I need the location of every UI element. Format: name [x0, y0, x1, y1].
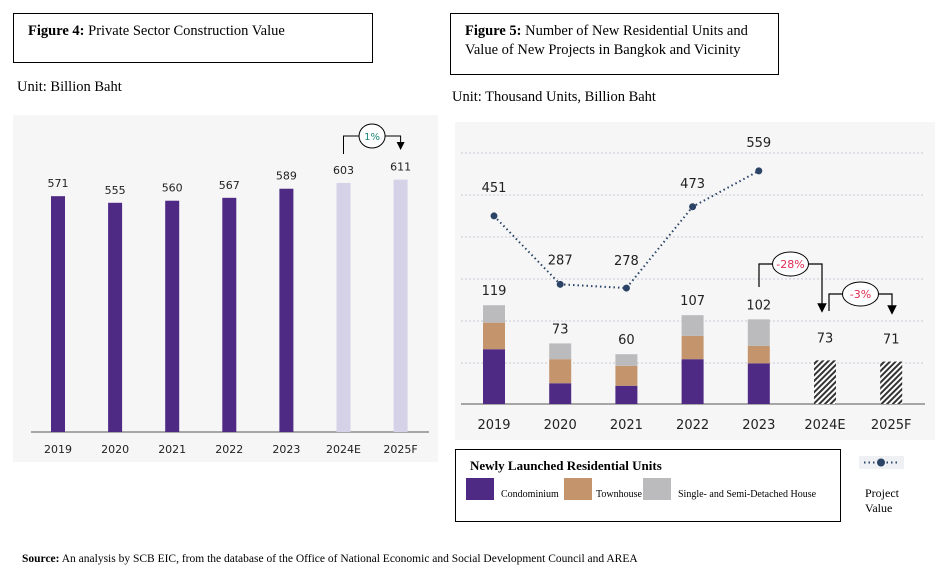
- tick-label-2025F: 2025F: [383, 443, 417, 456]
- project-value-point-2020: [556, 280, 564, 288]
- tick-label-2021: 2021: [158, 443, 186, 456]
- bar-segment-2020-0: [549, 383, 572, 404]
- project-value-line1: Project: [865, 486, 899, 500]
- data-label-2022: 567: [219, 179, 240, 192]
- forecast-bar-2024E: [814, 360, 836, 404]
- project-value-point-2022: [689, 203, 697, 211]
- change-circle-0: [772, 251, 809, 277]
- figure4-title: Private Sector Construction Value: [88, 23, 285, 39]
- total-label-2022: 107: [680, 294, 705, 309]
- tick-label-2023: 2023: [272, 443, 300, 456]
- bar-segment-2022-2: [681, 315, 704, 336]
- tick-label-2025F: 2025F: [871, 418, 912, 433]
- total-label-2019: 119: [482, 284, 507, 299]
- bar-segment-2019-2: [483, 305, 505, 323]
- project-value-label-2023: 559: [746, 136, 771, 151]
- tick-label-2021: 2021: [610, 418, 643, 433]
- data-label-2021: 560: [162, 182, 183, 195]
- project-value-legend-label: Project Value: [865, 486, 899, 516]
- data-label-2019: 571: [48, 177, 69, 190]
- legend-swatch-single: [643, 478, 671, 500]
- project-value-line: [493, 170, 760, 290]
- figure5-title-box: Figure 5: Number of New Residential Unit…: [450, 13, 779, 75]
- project-value-point-2019: [490, 212, 498, 220]
- legend-title: Newly Launched Residential Units: [470, 458, 662, 473]
- total-label-2025F: 71: [883, 333, 900, 348]
- bar-segment-2021-2: [615, 354, 638, 366]
- bar-segment-2019-1: [483, 322, 505, 350]
- figure4-label: Figure 4:: [28, 23, 85, 39]
- project-value-point-2021: [622, 284, 630, 292]
- bar-2022: [222, 197, 237, 432]
- total-label-2020: 73: [552, 322, 569, 337]
- figure5-label: Figure 5:: [465, 23, 522, 39]
- project-value-label-2020: 287: [548, 253, 573, 268]
- bar-2019: [51, 196, 65, 432]
- project-value-label-2021: 278: [614, 254, 639, 269]
- data-label-2024E: 603: [333, 164, 354, 177]
- source-note: Source: An analysis by SCB EIC, from the…: [22, 553, 638, 565]
- bar-segment-2021-0: [615, 385, 638, 404]
- bar-2025F: [393, 179, 408, 432]
- bar-segment-2020-2: [549, 343, 572, 360]
- figure5-title-line2: Value of New Projects in Bangkok and Vic…: [465, 42, 741, 58]
- legend-label-single: Single- and Semi-Detached House: [678, 489, 817, 500]
- bar-2020: [108, 202, 123, 432]
- bar-segment-2023-0: [747, 363, 770, 404]
- bar-2024E: [336, 182, 351, 432]
- change-arrow-0: [758, 263, 822, 308]
- data-label-2023: 589: [276, 170, 297, 183]
- tick-label-2024E: 2024E: [326, 443, 361, 456]
- data-label-2025F: 611: [390, 161, 411, 174]
- legend-label-condominium: Condominium: [501, 489, 559, 500]
- project-value-legend-icon: [859, 456, 904, 469]
- figure5-unit: Unit: Thousand Units, Billion Baht: [452, 89, 656, 105]
- change-arrow-1: [828, 293, 892, 311]
- tick-label-2020: 2020: [101, 443, 129, 456]
- bar-2021: [165, 200, 180, 432]
- change-label-1: -3%: [850, 288, 871, 301]
- project-value-label-2022: 473: [680, 177, 705, 192]
- figure4-unit: Unit: Billion Baht: [17, 79, 122, 95]
- project-value-label-2019: 451: [482, 181, 507, 196]
- project-value-line2: Value: [865, 501, 893, 515]
- figure5-title-line1: Number of New Residential Units and: [525, 23, 748, 39]
- tick-label-2022: 2022: [676, 418, 709, 433]
- bar-segment-2021-1: [615, 365, 638, 386]
- forecast-bar-2025F: [880, 361, 903, 404]
- bar-segment-2022-1: [681, 335, 704, 360]
- tick-label-2019: 2019: [477, 418, 510, 433]
- growth-arrow: [343, 135, 401, 154]
- bar-segment-2023-1: [747, 345, 770, 364]
- tick-label-2023: 2023: [742, 418, 775, 433]
- bar-segment-2023-2: [747, 319, 770, 346]
- change-label-0: -28%: [776, 258, 804, 271]
- legend-label-townhouse: Townhouse: [596, 489, 642, 500]
- total-label-2021: 60: [618, 333, 635, 348]
- project-value-point-2023: [755, 167, 763, 175]
- bar-segment-2020-1: [549, 359, 572, 384]
- legend-swatch-townhouse: [564, 478, 592, 500]
- growth-circle: [358, 123, 386, 149]
- tick-label-2020: 2020: [544, 418, 577, 433]
- total-label-2024E: 73: [817, 331, 834, 346]
- change-circle-1: [842, 281, 879, 307]
- tick-label-2024E: 2024E: [804, 418, 845, 433]
- source-text: An analysis by SCB EIC, from the databas…: [61, 553, 638, 565]
- total-label-2023: 102: [746, 298, 771, 313]
- legend: Newly Launched Residential Units Condomi…: [455, 449, 841, 522]
- bar-segment-2019-0: [483, 349, 505, 404]
- data-label-2020: 555: [105, 184, 126, 197]
- bar-2023: [279, 188, 294, 432]
- tick-label-2022: 2022: [215, 443, 243, 456]
- bar-segment-2022-0: [681, 359, 704, 404]
- tick-label-2019: 2019: [44, 443, 72, 456]
- source-label: Source:: [22, 553, 60, 565]
- figure4-title-box: Figure 4: Private Sector Construction Va…: [13, 13, 373, 63]
- legend-swatch-condominium: [466, 478, 494, 500]
- growth-label: 1%: [364, 132, 380, 143]
